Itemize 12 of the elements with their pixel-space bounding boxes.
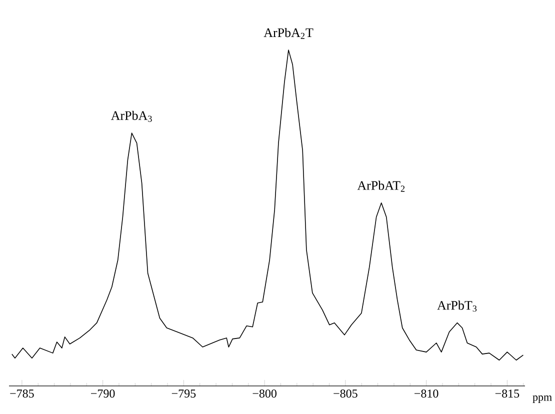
x-tick-label: −790	[91, 390, 115, 398]
x-tick-label: −795	[172, 390, 196, 398]
x-tick-label: −785	[10, 390, 34, 398]
annotation: ArPbA$_{3}$	[110, 110, 152, 122]
annotation: ArPbA$_{2}$T	[264, 28, 314, 39]
x-tick-label: −805	[334, 390, 358, 398]
x-tick-label: −810	[414, 390, 438, 398]
annotation: ArPbT$_{3}$	[437, 300, 477, 312]
annotation: ArPbAT$_{2}$	[357, 180, 405, 192]
x-tick-label: −815	[495, 390, 520, 398]
x-tick-label: −800	[252, 390, 276, 398]
x-axis-title: ppm	[532, 396, 552, 404]
